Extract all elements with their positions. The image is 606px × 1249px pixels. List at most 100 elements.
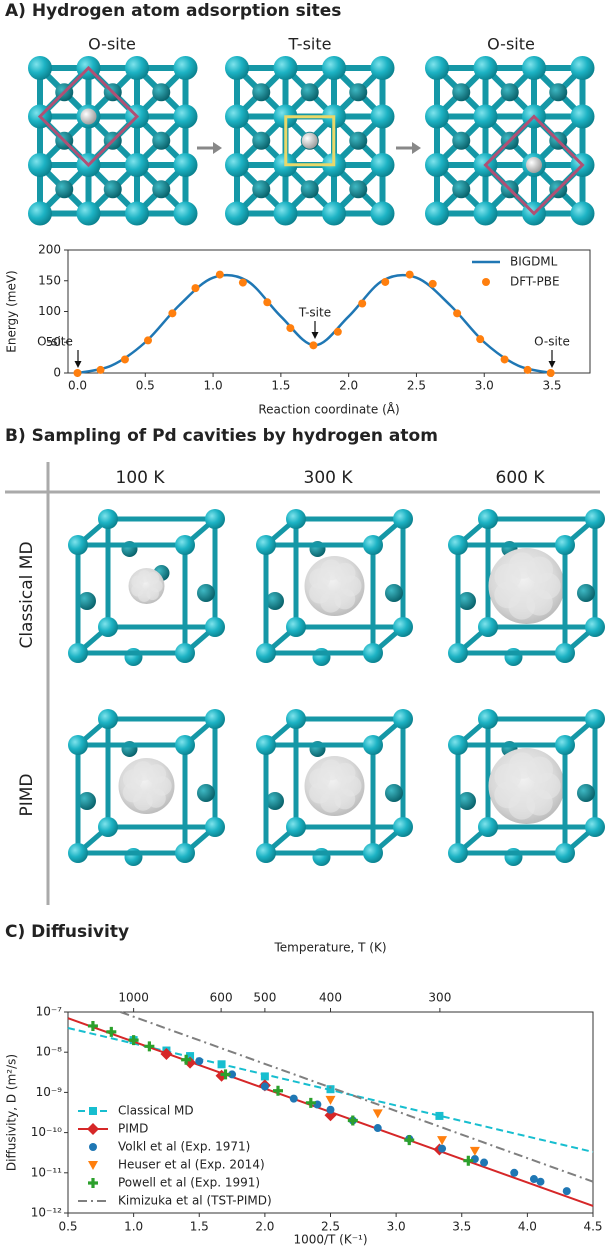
energy-point xyxy=(120,355,129,364)
x-tick-label: 2.5 xyxy=(321,1220,340,1234)
site-label: O-site xyxy=(487,35,535,54)
pd-atom xyxy=(125,153,149,177)
x-tick-label: 2.0 xyxy=(255,1220,274,1234)
lattice xyxy=(425,56,595,226)
energy-point xyxy=(381,277,390,286)
top-tick-label: 400 xyxy=(319,991,342,1005)
data-point xyxy=(217,1060,226,1069)
cavity xyxy=(256,709,413,866)
h-atom xyxy=(526,157,542,173)
energy-point xyxy=(238,278,247,287)
pd-atom xyxy=(577,584,595,602)
x-tick-label: 2.5 xyxy=(407,379,426,393)
pd-atom xyxy=(68,643,88,663)
pd-atom xyxy=(570,104,595,129)
data-point xyxy=(325,1095,336,1105)
pd-atom xyxy=(425,104,449,129)
pd-atom xyxy=(103,180,122,199)
pd-atom xyxy=(286,709,306,729)
data-point xyxy=(404,1135,415,1146)
data-point xyxy=(186,1052,195,1061)
data-point xyxy=(106,1026,117,1037)
pd-atom xyxy=(363,643,383,663)
data-point xyxy=(87,1020,98,1031)
pd-atom xyxy=(322,56,346,80)
energy-point xyxy=(143,336,152,345)
column-label: 100 K xyxy=(116,468,166,488)
legend-label: DFT-PBE xyxy=(510,275,560,289)
pd-atom xyxy=(266,592,284,610)
energy-point xyxy=(309,341,318,350)
data-point xyxy=(372,1109,383,1119)
energy-point xyxy=(476,335,485,344)
annotation: O-site xyxy=(534,335,570,349)
pd-atom xyxy=(555,535,575,555)
x-tick-label: 2.0 xyxy=(339,379,358,393)
h-cloud-bead xyxy=(334,562,356,584)
x-axis-label: 1000/T (K⁻¹) xyxy=(293,1233,367,1247)
legend-label: Kimizuka et al (TST-PIMD) xyxy=(118,1194,272,1208)
x-tick-label: 3.5 xyxy=(542,379,561,393)
top-tick-label: 1000 xyxy=(118,991,149,1005)
legend-swatch xyxy=(89,1143,97,1151)
pd-atom xyxy=(173,56,198,80)
lattice xyxy=(225,56,395,226)
y-tick-label: 10⁻¹¹ xyxy=(31,1165,62,1179)
pd-atom xyxy=(555,843,575,863)
h-cloud-bead xyxy=(526,556,554,584)
data-point xyxy=(144,1041,155,1052)
pd-atom xyxy=(175,843,195,863)
pd-atom xyxy=(300,83,319,102)
pd-atom xyxy=(78,792,96,810)
pd-atom xyxy=(478,509,498,529)
x-tick-label: 3.5 xyxy=(452,1220,471,1234)
cavity xyxy=(448,709,605,866)
pd-atom xyxy=(370,153,395,177)
y-tick-label: 10⁻⁷ xyxy=(36,1005,63,1019)
x-tick-label: 1.0 xyxy=(204,379,223,393)
pd-atom xyxy=(152,131,171,150)
data-point xyxy=(438,1144,447,1153)
panel-title: A) Hydrogen atom adsorption sites xyxy=(5,1,341,21)
cavity xyxy=(256,509,413,666)
pd-atom xyxy=(570,201,595,226)
pd-atom xyxy=(363,843,383,863)
pd-atom xyxy=(370,104,395,129)
energy-point xyxy=(263,298,272,307)
pd-atom xyxy=(478,617,498,637)
data-point xyxy=(529,1175,538,1184)
pd-atom xyxy=(256,535,276,555)
x-tick-label: 4.0 xyxy=(518,1220,537,1234)
pd-atom xyxy=(570,56,595,80)
pd-atom xyxy=(478,709,498,729)
x-tick-label: 0.0 xyxy=(68,379,87,393)
energy-point xyxy=(428,279,437,288)
pd-atom xyxy=(273,56,298,80)
pd-atom xyxy=(300,180,319,199)
pd-atom xyxy=(522,56,546,80)
data-point xyxy=(480,1158,489,1167)
y-tick-label: 10⁻¹⁰ xyxy=(31,1125,62,1139)
energy-point xyxy=(523,365,532,374)
column-label: 600 K xyxy=(496,468,546,488)
pd-atom xyxy=(549,83,568,102)
x-axis-label: Reaction coordinate (Å) xyxy=(258,402,399,417)
top-tick-label: 500 xyxy=(253,991,276,1005)
x-tick-label: 0.5 xyxy=(136,379,155,393)
pd-atom xyxy=(252,83,271,102)
pd-atom xyxy=(173,153,198,177)
annotation: T-site xyxy=(298,306,331,320)
pd-atom xyxy=(252,131,271,150)
pd-atom xyxy=(225,201,249,226)
pd-atom xyxy=(76,201,101,226)
row-label: PIMD xyxy=(17,773,37,816)
energy-point xyxy=(405,270,414,279)
annotation-arrow-head xyxy=(74,361,82,368)
pd-atom xyxy=(349,83,368,102)
pd-atom xyxy=(205,617,225,637)
y-tick-label: 200 xyxy=(38,243,61,257)
data-point xyxy=(373,1124,382,1133)
energy-point xyxy=(168,309,177,318)
cavity xyxy=(68,509,225,666)
x-tick-label: 1.5 xyxy=(190,1220,209,1234)
